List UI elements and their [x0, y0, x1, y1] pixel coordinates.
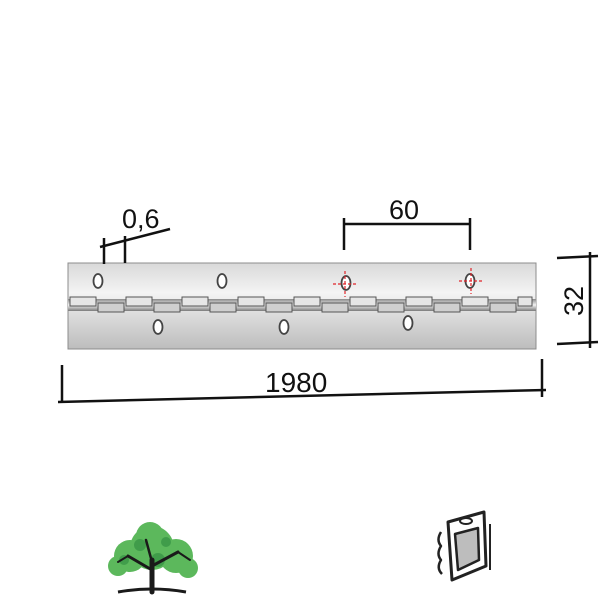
hole-spacing-dimension — [342, 218, 472, 250]
mounting-hole — [278, 319, 290, 335]
hole-spacing-label: 60 — [389, 195, 419, 225]
hinge-knuckle — [321, 302, 349, 313]
hinge-knuckle — [237, 296, 265, 307]
hinge-knuckle — [69, 296, 97, 307]
mounting-hole — [216, 273, 228, 289]
mounting-hole — [92, 273, 104, 289]
hinge-knuckle — [433, 302, 461, 313]
tree-icon — [108, 522, 198, 595]
crosshair-marker — [333, 271, 357, 297]
hinge-knuckle — [125, 296, 153, 307]
hinge-knuckle — [461, 296, 489, 307]
width-dimension — [556, 252, 599, 348]
hinge-knuckle — [97, 302, 125, 313]
mounting-hole — [340, 275, 352, 291]
length-dimension — [57, 359, 547, 404]
hinge-knuckle — [265, 302, 293, 313]
crosshair-marker — [459, 268, 483, 294]
hinge-knuckle — [349, 296, 377, 307]
width-label: 32 — [559, 286, 589, 316]
thickness-dimension — [99, 227, 171, 264]
mounting-hole — [152, 319, 164, 335]
hinge-knuckle — [517, 296, 533, 307]
length-label: 1980 — [265, 367, 327, 398]
hinge-knuckle — [293, 296, 321, 307]
hinge-knuckle — [489, 302, 517, 313]
hinge-knuckles — [69, 296, 533, 313]
hinge-plate — [67, 262, 537, 350]
hinge-knuckle — [181, 296, 209, 307]
mounting-hole — [402, 315, 414, 331]
thickness-label: 0,6 — [122, 204, 160, 234]
blister-package-icon — [437, 510, 491, 582]
hinge-knuckle — [405, 296, 433, 307]
mounting-holes — [92, 273, 476, 335]
hinge-knuckle — [209, 302, 237, 313]
hinge-knuckle — [377, 302, 405, 313]
hinge-knuckle — [153, 302, 181, 313]
